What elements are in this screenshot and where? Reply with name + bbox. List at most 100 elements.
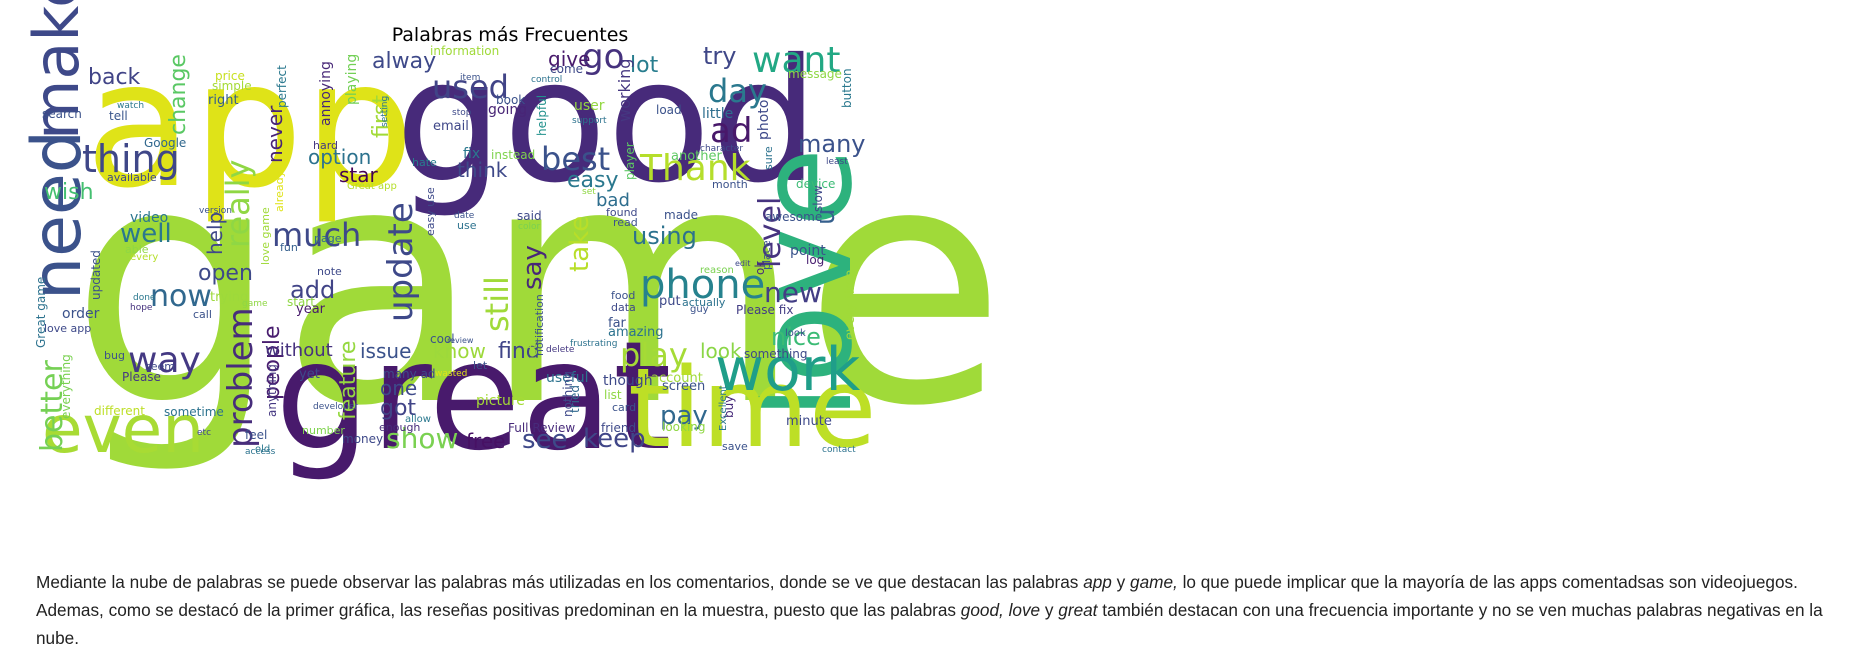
- word-new: new: [764, 276, 822, 309]
- word-note: note: [317, 265, 342, 278]
- word-back: back: [88, 65, 141, 90]
- word-star: star: [339, 163, 379, 187]
- word-buy: buy: [722, 396, 736, 418]
- word-cool: cool: [430, 332, 455, 346]
- word-level: level: [753, 197, 788, 268]
- word-love-game: love game: [259, 207, 272, 265]
- word-stop: stop: [452, 108, 472, 118]
- word-watch: watch: [117, 101, 144, 111]
- word-ok: ok: [753, 261, 767, 275]
- word-food: food: [611, 289, 635, 302]
- word-instead: instead: [491, 148, 535, 162]
- word-really: really: [219, 160, 257, 248]
- word-information: information: [430, 44, 499, 58]
- description-em-great: great: [1058, 600, 1098, 620]
- word-feel: feel: [245, 428, 267, 442]
- word-go: go: [582, 37, 624, 77]
- word-wasted: wasted: [435, 369, 467, 379]
- word-update: update: [381, 202, 421, 322]
- word-love-app: love app: [44, 322, 91, 335]
- word-feature: feature: [336, 341, 361, 420]
- word-point: point: [790, 243, 826, 259]
- word-say: say: [518, 245, 548, 290]
- word-best: best: [541, 140, 610, 178]
- word-good: good: [395, 23, 819, 221]
- word-nothing: nothing: [561, 371, 575, 417]
- description-em-app: app: [1083, 572, 1112, 592]
- word-helpful: helpful: [535, 95, 549, 136]
- word-put: put: [659, 294, 681, 309]
- word-read: read: [613, 216, 638, 229]
- description-text-1: Mediante la nube de palabras se puede ob…: [36, 572, 1084, 592]
- word-friend: friend: [601, 421, 636, 435]
- word-great-app: Great app: [347, 181, 397, 192]
- word-contact: contact: [822, 445, 856, 455]
- word-getting: getting: [526, 321, 540, 364]
- word-user: user: [574, 98, 605, 114]
- word-lot: lot: [630, 53, 659, 78]
- word-yet: yet: [299, 367, 320, 382]
- word-time: time: [628, 344, 877, 472]
- word-able: able: [125, 243, 149, 256]
- word-fix: fix: [463, 146, 480, 162]
- word-without: without: [265, 340, 333, 361]
- word-price: price: [215, 69, 245, 83]
- word-player: player: [623, 142, 637, 180]
- word-find: find: [498, 339, 540, 364]
- word-easy: easy: [567, 168, 619, 193]
- word-look: look: [700, 339, 742, 363]
- word-still: still: [478, 276, 516, 332]
- word-old: old: [255, 444, 270, 455]
- word-account: account: [651, 371, 703, 386]
- word-tried: tried: [568, 385, 582, 413]
- word-anything: anything: [265, 364, 279, 417]
- word-delete: delete: [546, 345, 575, 355]
- word-tell: tell: [109, 109, 128, 123]
- word-year: year: [296, 302, 326, 317]
- chart-title: Palabras más Frecuentes: [391, 24, 629, 46]
- word-give: give: [548, 47, 590, 71]
- word-device: device: [796, 177, 835, 191]
- word-search: search: [42, 107, 82, 121]
- word-great: great: [275, 310, 672, 484]
- word-email: email: [433, 119, 469, 134]
- word-day: day: [708, 72, 767, 110]
- word-something: something: [744, 347, 808, 361]
- word-little: little: [702, 106, 733, 122]
- word-know: know: [433, 339, 486, 363]
- word-said: said: [517, 209, 542, 223]
- word-right: right: [208, 93, 239, 108]
- word-change: change: [166, 54, 191, 135]
- word-much: much: [272, 216, 361, 254]
- word-never: never: [263, 105, 287, 163]
- word-everything: everything: [59, 354, 73, 419]
- word-u: u: [811, 209, 841, 225]
- word-add: add: [290, 276, 335, 304]
- word-come: come: [550, 62, 583, 76]
- word-one: one: [380, 376, 417, 400]
- word-used: used: [432, 68, 509, 106]
- word-developer: developer: [313, 402, 358, 412]
- description-em-good-love: good, love: [960, 600, 1041, 620]
- word-great-game: Great game: [34, 277, 48, 348]
- word-please: Please: [122, 370, 161, 384]
- word-version: version: [199, 206, 232, 216]
- word-made: made: [664, 208, 698, 222]
- word-going: going: [488, 102, 527, 118]
- word-thing: thing: [82, 137, 180, 181]
- word-app: app: [85, 24, 414, 227]
- word-make: make: [20, 0, 93, 140]
- word-book: book: [496, 93, 525, 107]
- word-log: log: [806, 253, 824, 267]
- word-love: love: [729, 147, 881, 420]
- word-review: review: [447, 336, 474, 345]
- word-message: message: [788, 67, 842, 81]
- word-excellent: Excellent: [718, 385, 729, 431]
- word-different: different: [94, 404, 145, 418]
- word-month: month: [712, 178, 748, 191]
- word-perfect: perfect: [275, 65, 289, 108]
- word-control: control: [531, 75, 562, 85]
- word-another: another: [671, 149, 722, 164]
- word-data: data: [611, 301, 636, 314]
